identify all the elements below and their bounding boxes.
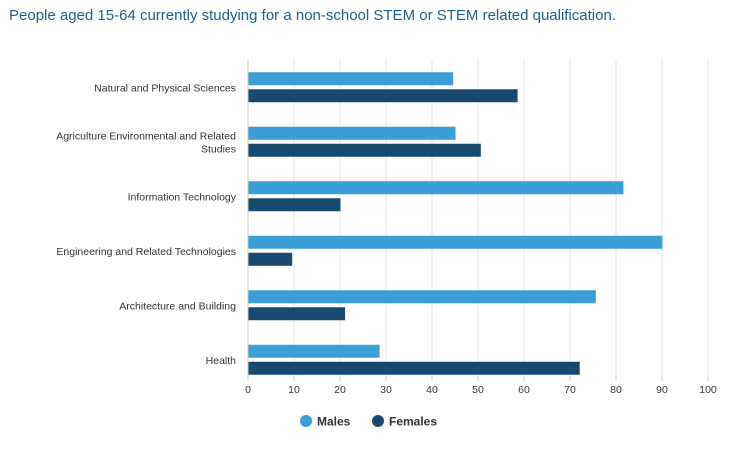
bar-females-0[interactable] [248,89,518,103]
legend-marker-males[interactable] [300,415,312,427]
x-tick-label: 70 [564,384,576,396]
x-tick-label: 10 [288,384,300,396]
bar-males-4[interactable] [248,290,596,304]
x-tick-label: 80 [610,384,622,396]
legend-marker-females[interactable] [372,415,384,427]
bar-males-1[interactable] [248,126,456,140]
x-tick-label: 40 [426,384,438,396]
x-tick-label: 20 [334,384,346,396]
bar-males-0[interactable] [248,72,454,86]
legend-label-males[interactable]: Males [317,415,351,429]
bar-males-5[interactable] [248,344,380,358]
category-label: Architecture and Building [119,300,236,312]
bar-males-2[interactable] [248,181,624,195]
bar-females-2[interactable] [248,198,341,212]
x-tick-label: 60 [518,384,530,396]
category-label: Agriculture Environmental and Related [56,130,236,142]
category-labels: Natural and Physical Sciences Agriculture… [56,82,237,367]
chart-title: People aged 15-64 currently studying for… [9,7,616,24]
category-label: Engineering and Related Technologies [56,246,236,258]
x-tick-label: 0 [245,384,251,396]
legend: Males Females [300,415,437,429]
x-tick-label: 30 [380,384,392,396]
category-label: Natural and Physical Sciences [94,82,236,94]
x-tick-label: 90 [656,384,668,396]
category-label: Studies [201,143,236,155]
category-label: Health [206,355,237,367]
bar-females-4[interactable] [248,307,346,321]
legend-label-females[interactable]: Females [389,415,437,429]
x-axis-ticks: 0 10 20 30 40 50 60 70 80 90 100 [245,376,717,396]
bar-females-5[interactable] [248,361,580,375]
x-tick-label: 50 [472,384,484,396]
bar-males-3[interactable] [248,235,663,249]
bar-females-3[interactable] [248,252,293,266]
bars [248,72,663,375]
category-label: Information Technology [128,191,237,203]
x-tick-label: 100 [699,384,717,396]
gridlines [293,60,709,376]
bar-females-1[interactable] [248,143,481,157]
